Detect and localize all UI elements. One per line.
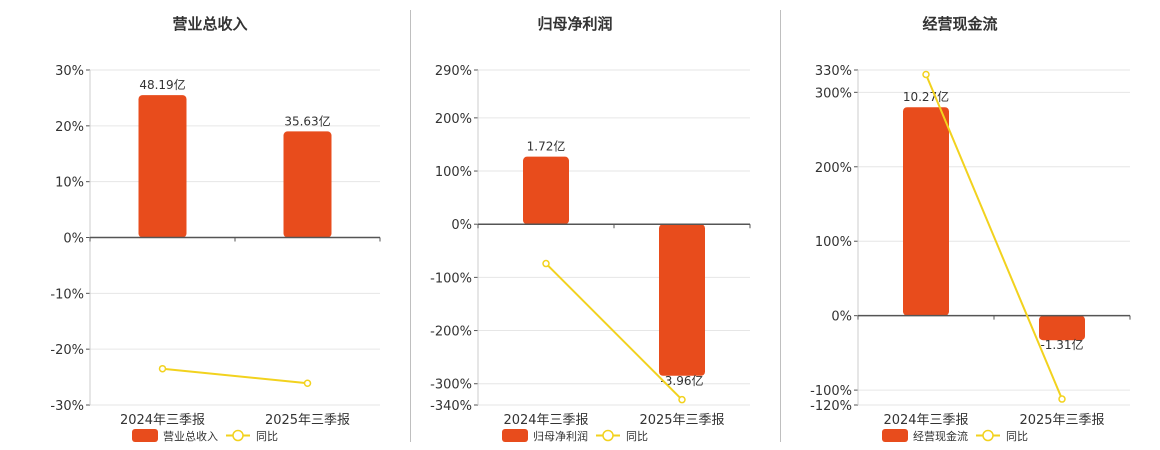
y-tick-label: 10%	[55, 176, 84, 191]
legend-line-label: 同比	[1006, 430, 1028, 443]
y-tick-label: -30%	[50, 399, 84, 414]
x-category-label: 2024年三季报	[883, 413, 968, 428]
bar-data-label: 1.72亿	[527, 139, 566, 154]
yoy-point	[542, 259, 550, 268]
y-tick-label: -100%	[430, 271, 472, 286]
y-tick-label: 330%	[815, 64, 852, 79]
yoy-point	[1058, 395, 1066, 403]
y-tick-label: 300%	[815, 86, 852, 101]
legend-bar-label: 归母净利润	[533, 429, 588, 443]
chart-net-profit: 归母净利润 290% 200% 100% 0% -100% -200% -300% -340% 1…	[430, 15, 751, 443]
legend-line-marker	[982, 429, 994, 442]
bar	[903, 107, 949, 316]
divider	[780, 10, 781, 442]
legend-bar-swatch	[502, 429, 528, 442]
y-tick-label: -100%	[810, 384, 852, 399]
y-tick-label: -300%	[430, 378, 472, 393]
y-tick-label: 0%	[451, 218, 472, 233]
y-tick-label: 200%	[435, 112, 472, 127]
bar-data-label: 35.63亿	[284, 113, 330, 128]
legend-bar-swatch	[882, 429, 908, 442]
legend-bar-swatch	[132, 429, 158, 442]
y-tick-label: 0%	[831, 310, 852, 325]
bar-data-label: 48.19亿	[139, 77, 185, 92]
yoy-point	[303, 379, 312, 387]
legend-line-label: 同比	[626, 430, 648, 443]
yoy-line	[162, 367, 308, 385]
x-category-label: 2024年三季报	[120, 413, 205, 428]
y-tick-label: -10%	[50, 287, 84, 302]
yoy-point	[678, 395, 686, 404]
yoy-line	[545, 262, 683, 401]
x-category-label: 2024年三季报	[503, 413, 588, 428]
y-tick-label: 290%	[435, 64, 472, 79]
bar	[659, 224, 705, 376]
legend-line-marker	[232, 429, 244, 442]
yoy-point	[922, 70, 930, 79]
legend-line-label: 同比	[256, 430, 278, 443]
y-tick-label: -120%	[810, 399, 852, 414]
bar	[1039, 315, 1085, 341]
y-tick-label: -340%	[430, 399, 472, 414]
y-tick-label: 0%	[63, 232, 84, 247]
chart-title: 经营现金流	[922, 15, 997, 33]
legend-bar-label: 营业总收入	[163, 429, 218, 443]
x-category-label: 2025年三季报	[1019, 413, 1104, 428]
y-tick-label: 20%	[55, 120, 84, 135]
bar-data-label: 10.27亿	[903, 89, 949, 104]
bar-data-label: -1.31亿	[1040, 337, 1083, 352]
bar	[523, 156, 569, 225]
chart-title: 营业总收入	[172, 15, 247, 33]
chart-operating-cashflow: 经营现金流 330% 300% 200% 100% 0% -100%-120% 10.27亿 -…	[810, 15, 1131, 443]
yoy-line	[925, 74, 1063, 400]
chart-revenue: 营业总收入 30% 20% 10% 0% -10% -20% -30% 48.19亿 35.63亿…	[50, 15, 381, 443]
y-tick-label: 100%	[435, 165, 472, 180]
yoy-point	[158, 364, 167, 373]
y-tick-label: 30%	[55, 64, 84, 79]
y-tick-label: -20%	[50, 343, 84, 358]
bar	[283, 131, 332, 238]
y-tick-label: -200%	[430, 325, 472, 340]
chart-title: 归母净利润	[537, 15, 612, 33]
bar-data-label: -3.96亿	[660, 373, 703, 388]
x-category-label: 2025年三季报	[265, 413, 350, 428]
x-category-label: 2025年三季报	[639, 413, 724, 428]
legend-line-marker	[602, 429, 614, 442]
y-tick-label: 100%	[815, 235, 852, 250]
legend-bar-label: 经营现金流	[913, 429, 968, 443]
bar	[138, 95, 187, 238]
divider	[410, 10, 411, 442]
y-tick-label: 200%	[815, 161, 852, 176]
